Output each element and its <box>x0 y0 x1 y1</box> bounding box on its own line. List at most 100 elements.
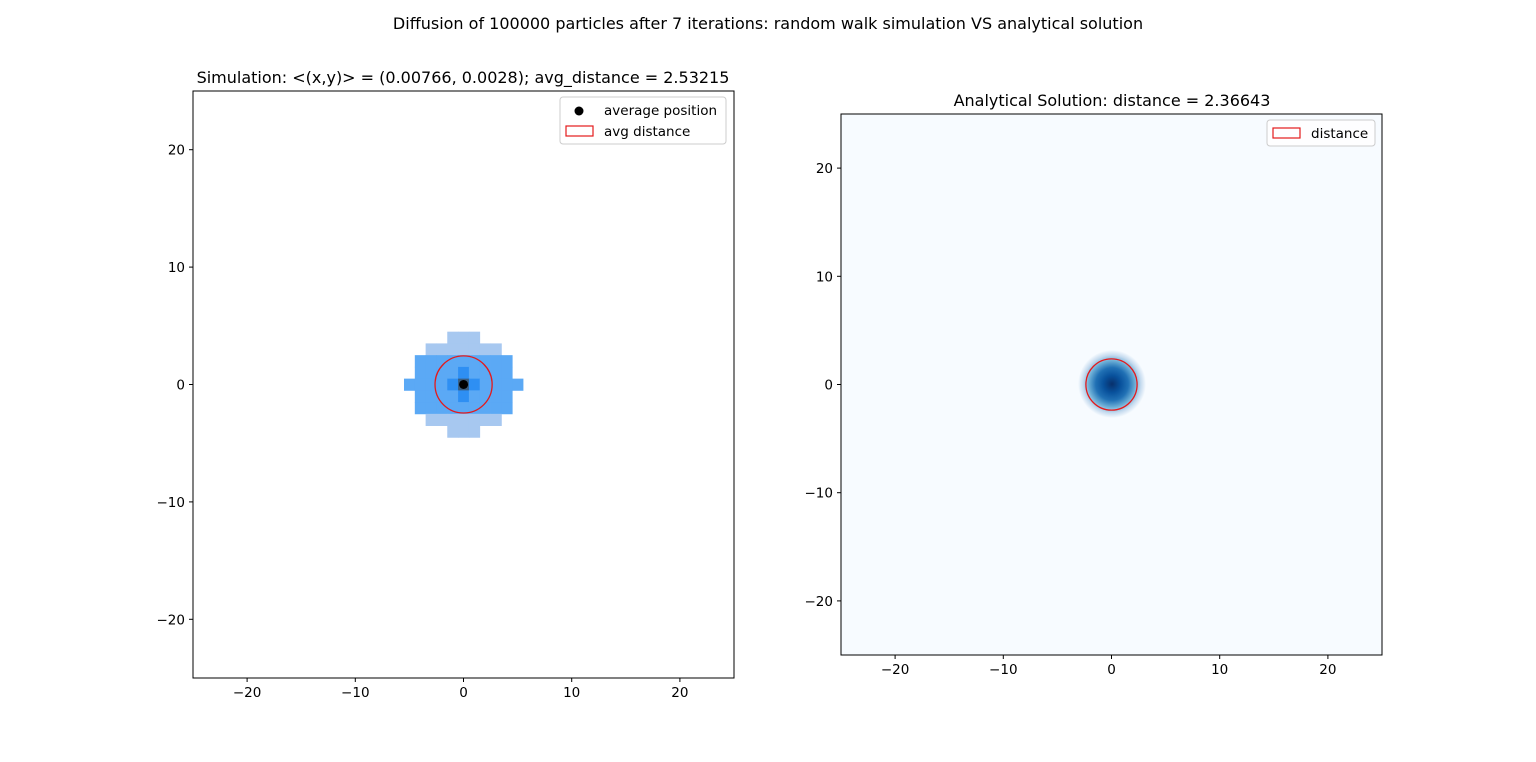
histogram-cell <box>425 390 437 403</box>
legend-label-avg-distance: avg distance <box>604 124 690 140</box>
distance-legend-swatch <box>1272 127 1301 139</box>
histogram-cell <box>479 355 491 368</box>
histogram-cell <box>436 378 448 391</box>
1-y-tick-label: 20 <box>816 161 833 177</box>
histogram-cell <box>447 331 459 344</box>
histogram-cell <box>479 402 491 415</box>
histogram-cell <box>479 378 491 391</box>
1-y-tick-label: 10 <box>816 269 833 285</box>
simulation-y-axis: −20 −10 0 10 20 <box>157 143 193 628</box>
0-y-tick-label: 20 <box>168 143 185 159</box>
histogram-cell <box>501 390 513 403</box>
histogram-cell <box>479 390 491 403</box>
histogram-cell <box>501 366 513 380</box>
histogram-cell <box>458 425 470 438</box>
average-position-marker <box>459 379 469 389</box>
histogram-cell <box>479 343 491 356</box>
1-x-tick-label: 0 <box>1107 662 1116 678</box>
legend-label-average-position: average position <box>604 103 717 119</box>
average-position-legend-marker <box>574 106 584 116</box>
histogram-cell <box>447 378 459 391</box>
1-x-tick-label: −20 <box>881 662 910 678</box>
histogram-cell <box>414 390 427 403</box>
histogram-cell <box>436 390 448 403</box>
histogram-cell <box>490 402 502 415</box>
0-y-tick-label: 10 <box>168 260 185 276</box>
histogram-cell <box>468 413 481 426</box>
histogram-cell <box>425 355 437 368</box>
histogram-cell <box>436 343 448 356</box>
avg-distance-circle <box>434 355 493 414</box>
histogram-cell <box>512 378 524 391</box>
histogram-cell <box>468 425 481 438</box>
histogram-cell <box>490 378 502 391</box>
0-x-tick-label: −10 <box>341 685 370 701</box>
histogram-cell <box>425 343 437 356</box>
histogram-cell <box>447 402 459 415</box>
histogram-cell <box>458 331 470 344</box>
histogram-cells <box>403 331 524 438</box>
histogram-cell <box>501 378 513 391</box>
histogram-cell <box>490 413 502 426</box>
analytical-legend: distance <box>1266 119 1376 147</box>
legend-label-distance: distance <box>1311 126 1368 142</box>
histogram-cell <box>490 390 502 403</box>
analytical-x-axis: −20 −10 0 10 20 <box>881 655 1336 678</box>
histogram-cell <box>501 355 513 368</box>
histogram-cell <box>468 331 481 344</box>
histogram-cell <box>436 402 448 415</box>
0-x-tick-label: 20 <box>671 685 688 701</box>
histogram-cell <box>425 378 437 391</box>
histogram-cell <box>468 366 481 380</box>
analytical-y-axis: −20 −10 0 10 20 <box>805 161 841 610</box>
histogram-cell <box>414 355 427 368</box>
histogram-cell <box>490 343 502 356</box>
0-x-tick-label: −20 <box>233 685 262 701</box>
histogram-cell <box>447 355 459 368</box>
histogram-cell <box>436 366 448 380</box>
1-x-tick-label: 10 <box>1211 662 1228 678</box>
0-y-tick-label: −20 <box>157 612 186 628</box>
histogram-cell <box>468 343 481 356</box>
histogram-cell <box>425 366 437 380</box>
histogram-cell <box>403 378 416 391</box>
analytical-panel: Analytical Solution: distance = 2.36643 … <box>805 91 1383 678</box>
histogram-cell <box>425 413 437 426</box>
distance-circle <box>1085 358 1138 411</box>
avg-distance-legend-swatch <box>565 125 594 137</box>
histogram-cell <box>414 402 427 415</box>
histogram-cell <box>447 366 459 380</box>
histogram-cell <box>468 402 481 415</box>
simulation-x-axis: −20 −10 0 10 20 <box>233 678 688 701</box>
histogram-cell <box>414 366 427 380</box>
1-x-tick-label: −10 <box>989 662 1018 678</box>
analytical-title: Analytical Solution: distance = 2.36643 <box>954 91 1271 110</box>
simulation-legend: average position avg distance <box>559 96 727 145</box>
histogram-cell <box>479 413 491 426</box>
histogram-cell <box>447 425 459 438</box>
histogram-cell <box>447 343 459 356</box>
histogram-cell <box>447 413 459 426</box>
simulation-panel: Simulation: <(x,y)> = (0.00766, 0.0028);… <box>157 68 735 701</box>
histogram-cell <box>458 355 470 368</box>
histogram-cell <box>458 390 470 403</box>
histogram-cell <box>479 366 491 380</box>
1-x-tick-label: 20 <box>1319 662 1336 678</box>
1-y-tick-label: 0 <box>824 378 833 394</box>
histogram-cell <box>458 343 470 356</box>
legend-frame <box>559 96 727 145</box>
histogram-cell <box>436 413 448 426</box>
histogram-cell <box>468 355 481 368</box>
1-y-tick-label: −20 <box>805 594 834 610</box>
histogram-cell <box>458 413 470 426</box>
histogram-cell <box>490 366 502 380</box>
histogram-cell <box>501 402 513 415</box>
legend-frame <box>1266 119 1376 147</box>
simulation-title: Simulation: <(x,y)> = (0.00766, 0.0028);… <box>197 68 730 88</box>
histogram-cell <box>425 402 437 415</box>
histogram-cell <box>468 378 481 391</box>
histogram-cell <box>458 366 470 380</box>
histogram-cell <box>414 378 427 391</box>
analytical-density-peak <box>1078 350 1146 418</box>
